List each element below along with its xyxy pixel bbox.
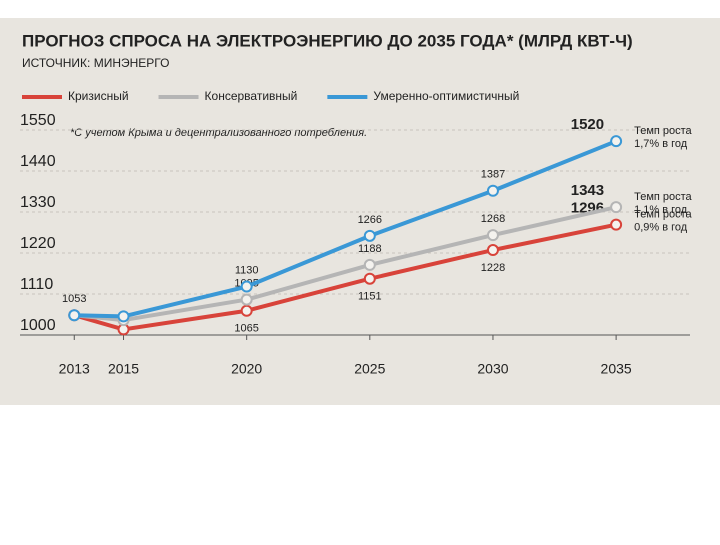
x-tick-label: 2013 — [59, 361, 90, 377]
point — [610, 218, 623, 231]
y-tick-label: 1220 — [20, 235, 56, 252]
data-label: 1130 — [235, 264, 259, 276]
data-label: 1053 — [62, 293, 86, 305]
point — [486, 244, 499, 257]
x-tick-label: 2020 — [231, 361, 262, 377]
data-label: 1266 — [358, 214, 382, 226]
point — [68, 309, 81, 322]
chart-subtitle: ИСТОЧНИК: МИНЭНЕРГО — [22, 56, 169, 70]
growth-note: 0,9% в год — [634, 222, 688, 234]
y-tick-label: 1330 — [20, 194, 56, 211]
growth-note: 1,1% в год — [634, 204, 688, 216]
data-label: 1387 — [481, 169, 505, 181]
legend-label: Консервативный — [205, 89, 298, 103]
growth-note: 1,7% в год — [634, 138, 688, 150]
data-label: 1188 — [358, 243, 382, 255]
growth-note: Темп роста — [634, 125, 692, 137]
point — [240, 280, 253, 293]
data-label: 1065 — [234, 323, 258, 335]
series-line — [74, 205, 617, 323]
y-tick-label: 1550 — [20, 112, 56, 129]
point — [117, 310, 130, 323]
legend-label: Умеренно-оптимистичный — [373, 89, 519, 103]
chart-title: ПРОГНОЗ СПРОСА НА ЭЛЕКТРОЭНЕРГИЮ ДО 2035… — [22, 31, 633, 50]
y-tick-label: 1000 — [20, 317, 56, 334]
x-tick-label: 2030 — [477, 361, 508, 377]
legend: Кризисный Консервативный Умеренно-оптимист… — [22, 89, 519, 103]
growth-note: Темп роста — [634, 191, 692, 203]
point — [240, 293, 253, 306]
point — [363, 229, 376, 242]
legend-label: Кризисный — [68, 89, 129, 103]
footnote: *С учетом Крыма и децентрализованного по… — [70, 127, 367, 139]
x-tick-label: 2035 — [601, 361, 632, 377]
data-label: 1228 — [481, 262, 505, 274]
series-line — [73, 222, 617, 332]
growth-note: Темп роста — [634, 209, 692, 221]
data-label: 1268 — [481, 213, 505, 225]
point — [610, 201, 623, 214]
y-tick-label: 1440 — [20, 153, 56, 170]
data-label: 1343 — [571, 182, 604, 199]
point — [363, 258, 376, 271]
y-tick-label: 1110 — [20, 276, 53, 293]
point — [610, 135, 623, 148]
point — [363, 272, 376, 285]
point — [240, 304, 253, 317]
series-line — [74, 139, 617, 319]
point — [486, 229, 499, 242]
point — [486, 184, 499, 197]
x-tick-label: 2015 — [108, 361, 139, 377]
data-label: 1520 — [571, 116, 604, 133]
x-tick-label: 2025 — [354, 361, 385, 377]
data-label: 1151 — [358, 291, 382, 303]
